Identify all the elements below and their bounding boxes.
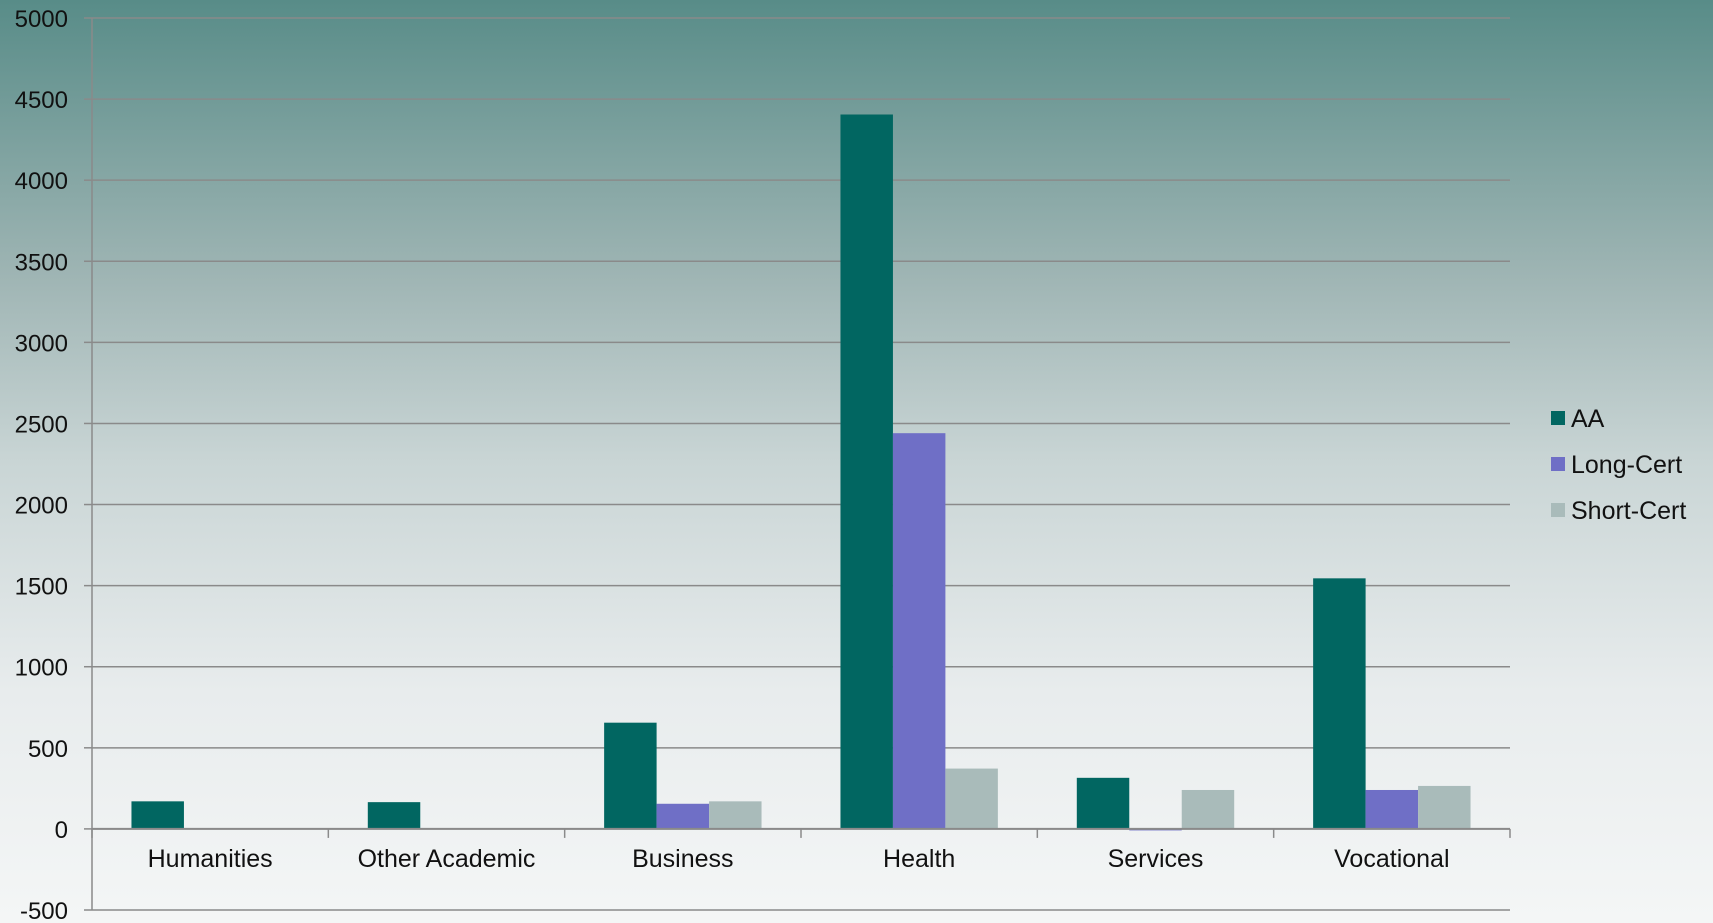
legend-swatch bbox=[1551, 411, 1565, 425]
bar bbox=[1076, 777, 1130, 829]
legend-label: AA bbox=[1571, 405, 1605, 433]
legend-swatch bbox=[1551, 503, 1565, 517]
bar bbox=[1365, 789, 1419, 829]
bar bbox=[945, 768, 998, 829]
y-tick-label: 3500 bbox=[15, 249, 68, 276]
legend: AA Long-Cert Short-Cert bbox=[1551, 405, 1686, 525]
legend-label: Short-Cert bbox=[1571, 497, 1686, 525]
y-tick-label: 5000 bbox=[15, 6, 68, 33]
gridlines bbox=[92, 17, 1510, 911]
x-category-label: Vocational bbox=[1334, 845, 1449, 873]
bar bbox=[1313, 578, 1366, 829]
x-category-label: Services bbox=[1108, 845, 1204, 873]
y-tick-label: 500 bbox=[28, 736, 68, 763]
axes bbox=[84, 17, 1511, 911]
y-axis-tick-labels: -500 0 500 1000 1500 2000 2500 3000 3500 4000 4500… bbox=[15, 6, 68, 923]
bar bbox=[131, 801, 184, 829]
y-tick-label: 1500 bbox=[15, 574, 68, 601]
y-tick-label: 0 bbox=[55, 817, 68, 844]
x-category-label: Other Academic bbox=[358, 845, 536, 873]
bar bbox=[604, 722, 657, 829]
y-tick-label: 3000 bbox=[15, 330, 68, 357]
x-category-label: Humanities bbox=[148, 845, 273, 873]
bar bbox=[367, 802, 421, 829]
bar bbox=[656, 803, 710, 829]
bars bbox=[131, 114, 1471, 831]
y-tick-label: 4500 bbox=[15, 87, 68, 114]
y-tick-label: 2500 bbox=[15, 411, 68, 438]
bar bbox=[840, 114, 893, 829]
bar bbox=[1418, 785, 1471, 829]
y-tick-label: 4000 bbox=[15, 168, 68, 195]
x-category-label: Health bbox=[883, 845, 955, 873]
bar bbox=[709, 801, 762, 829]
legend-label: Long-Cert bbox=[1571, 451, 1682, 479]
bar bbox=[892, 433, 946, 829]
legend-swatch bbox=[1551, 457, 1565, 471]
y-tick-label: -500 bbox=[20, 898, 68, 923]
x-category-label: Business bbox=[632, 845, 733, 873]
y-tick-label: 2000 bbox=[15, 493, 68, 520]
y-tick-label: 1000 bbox=[15, 655, 68, 682]
x-axis-category-labels: Humanities Other Academic Business Health Se… bbox=[148, 845, 1450, 873]
bar bbox=[1181, 789, 1235, 829]
